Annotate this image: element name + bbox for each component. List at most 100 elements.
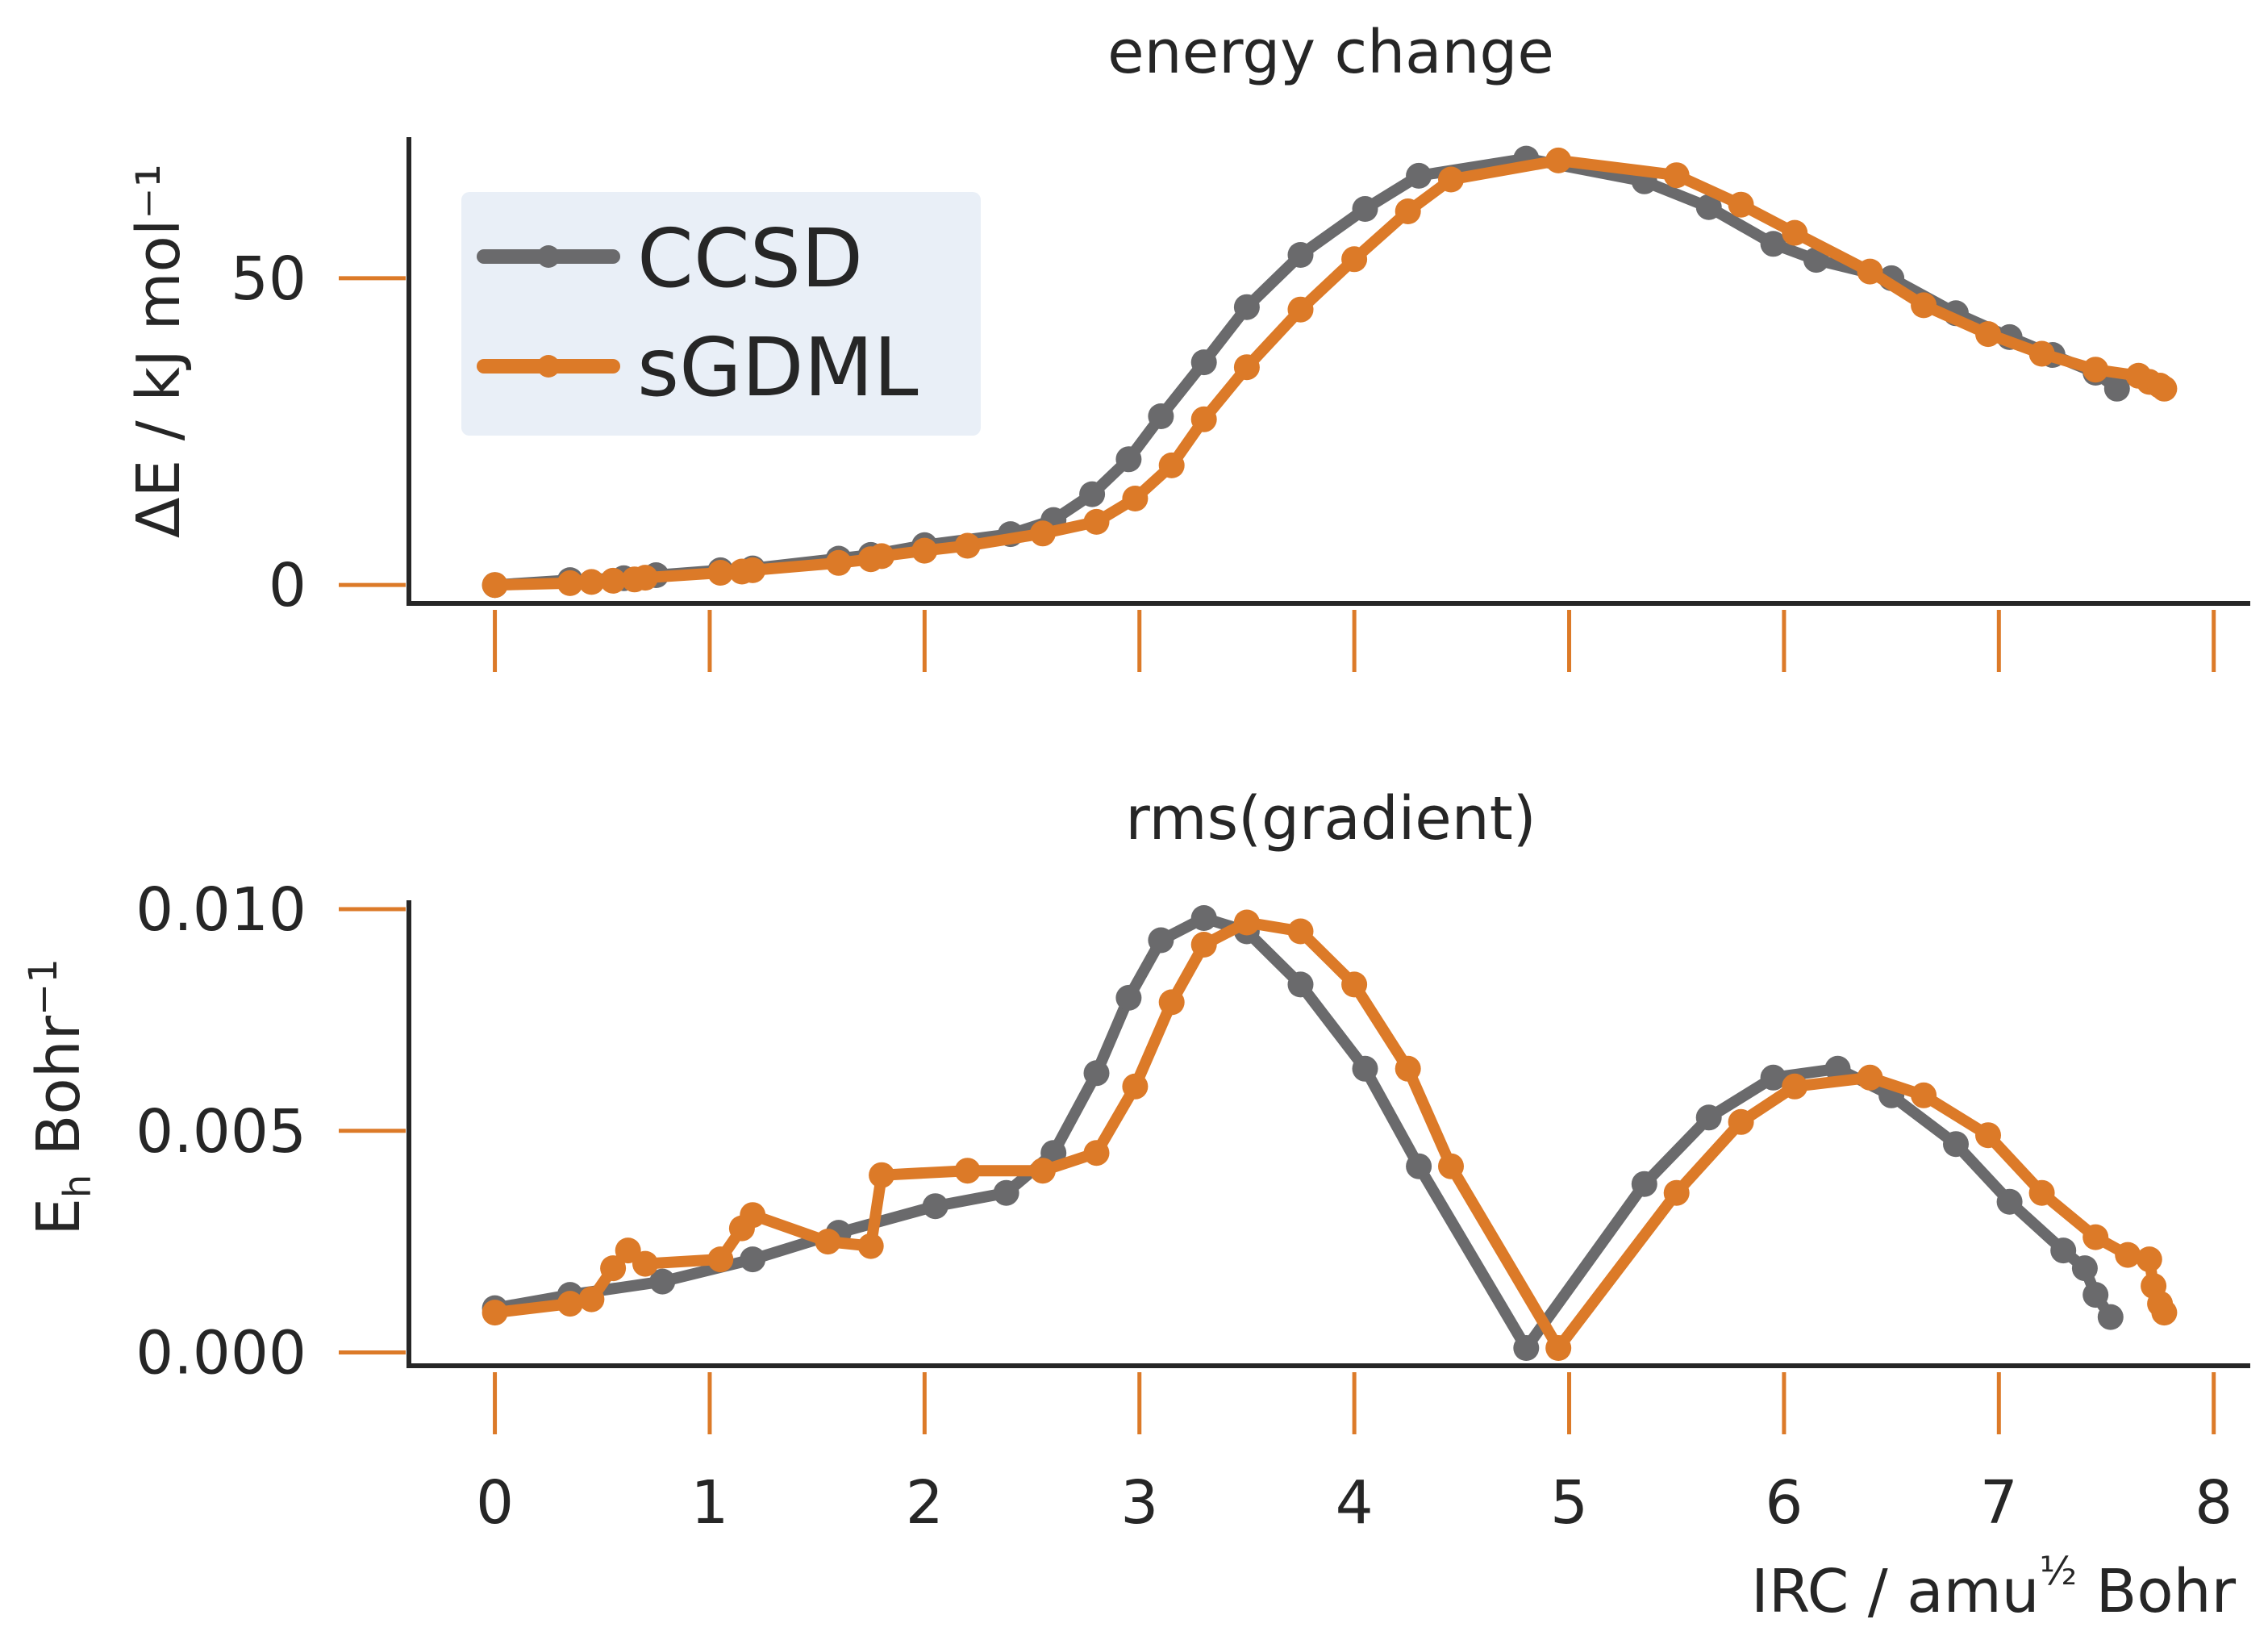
energy-ytick-label: 0 [269, 551, 306, 620]
gradient-xtick-label: 2 [906, 1468, 944, 1538]
gradient-ytick-label: 0.005 [135, 1097, 306, 1166]
energy-sgdml-point [2082, 357, 2109, 383]
energy-sgdml-point [1122, 486, 1149, 511]
gradient-ccsd-point [1996, 1188, 2023, 1215]
energy-ccsd-point [1695, 194, 1722, 220]
legend-ccsd-marker [537, 245, 560, 268]
gradient-ccsd-point [922, 1193, 948, 1220]
gradient-ccsd-point [649, 1268, 676, 1295]
energy-sgdml-point [1782, 219, 1808, 246]
gradient-ccsd-point [1631, 1171, 1657, 1197]
gradient-sgdml-point [1287, 918, 1314, 945]
gradient-sgdml-point [632, 1250, 658, 1277]
gradient-ccsd-point [1287, 971, 1314, 998]
energy-ccsd-point [1115, 446, 1142, 473]
energy-ccsd-point [1233, 294, 1260, 320]
gradient-series [482, 905, 2178, 1361]
gradient-sgdml-line [489, 916, 2170, 1354]
energy-sgdml-point [1158, 452, 1185, 478]
energy-sgdml-point [1287, 296, 1314, 323]
gradient-sgdml-point [707, 1246, 734, 1273]
gradient-sgdml-point [2151, 1300, 2178, 1326]
gradient-sgdml-point [857, 1233, 884, 1259]
energy-chart-title: energy change [1107, 18, 1554, 87]
gradient-ccsd-line [489, 912, 2116, 1354]
energy-sgdml-point [869, 543, 895, 570]
gradient-sgdml-point [1545, 1335, 1572, 1361]
gradient-ccsd-point [2097, 1304, 2124, 1330]
energy-sgdml-point [2028, 340, 2055, 367]
legend: CCSD sGDML [461, 192, 981, 436]
gradient-xtick-label: 0 [476, 1468, 514, 1538]
energy-ccsd-point [1148, 403, 1174, 429]
gradient-sgdml-point [1158, 989, 1185, 1016]
energy-ytick-label: 50 [231, 244, 306, 314]
gradient-ccsd-point [1513, 1335, 1540, 1361]
gradient-ccsd-point [1190, 905, 1217, 931]
energy-sgdml-point [1663, 162, 1690, 189]
gradient-ytick-label: 0.000 [135, 1319, 306, 1388]
gradient-ccsd-point [2050, 1237, 2077, 1264]
legend-ccsd-label: CCSD [637, 211, 863, 306]
gradient-sgdml-point [2136, 1246, 2162, 1273]
energy-sgdml-point [578, 569, 605, 595]
gradient-sgdml-point [482, 1300, 508, 1326]
energy-ccsd-point [1352, 196, 1378, 222]
gradient-ccsd-point [2071, 1255, 2098, 1282]
gradient-sgdml-point [1122, 1073, 1149, 1100]
gradient-sgdml-point [1975, 1122, 2001, 1149]
energy-sgdml-point [1911, 292, 1937, 319]
gradient-sgdml-point [1663, 1179, 1690, 1206]
gradient-xtick-label: 3 [1120, 1468, 1158, 1538]
gradient-xtick-label: 4 [1336, 1468, 1374, 1538]
gradient-ccsd-point [2082, 1282, 2109, 1308]
gradient-sgdml-point [815, 1229, 841, 1255]
gradient-sgdml-point [600, 1255, 627, 1282]
gradient-sgdml-point [1782, 1073, 1808, 1100]
gradient-xtick-label: 5 [1550, 1468, 1588, 1538]
gradient-ccsd-point [740, 1246, 766, 1273]
energy-series [482, 145, 2178, 599]
gradient-sgdml-point [1395, 1055, 1421, 1082]
legend-sgdml-marker [537, 355, 560, 378]
energy-chart: energy change ΔE / kJ mol⁻¹ 0 50 CCSD sGD… [124, 18, 2250, 672]
energy-sgdml-point [911, 537, 938, 564]
gradient-ylabel: Eh Bohr−1 [21, 958, 99, 1236]
gradient-ccsd-point [1148, 927, 1174, 954]
gradient-xtick-label: 8 [2195, 1468, 2233, 1538]
energy-sgdml-point [954, 532, 981, 559]
gradient-xtick-label: 1 [690, 1468, 728, 1538]
gradient-chart-title: rms(gradient) [1125, 784, 1536, 853]
energy-ccsd-point [1406, 162, 1432, 189]
gradient-ccsd-point [993, 1179, 1019, 1206]
energy-sgdml-point [482, 572, 508, 599]
gradient-sgdml-point [740, 1202, 766, 1229]
gradient-sgdml-point [2082, 1224, 2109, 1250]
energy-sgdml-point [1857, 258, 1883, 285]
gradient-sgdml-point [557, 1291, 583, 1317]
gradient-ccsd-point [1760, 1064, 1786, 1091]
gradient-xtick-label: 7 [1980, 1468, 2018, 1538]
energy-sgdml-point [2151, 375, 2178, 402]
energy-sgdml-point [1975, 321, 2001, 348]
gradient-ccsd-point [1352, 1055, 1378, 1082]
energy-sgdml-point [825, 549, 852, 576]
energy-sgdml-point [632, 565, 658, 591]
energy-ticks: 0 50 [231, 244, 2216, 672]
gradient-ccsd-point [1115, 984, 1142, 1011]
gradient-ccsd-point [1943, 1131, 1969, 1158]
gradient-sgdml-point [1911, 1082, 1937, 1108]
gradient-sgdml-point [954, 1158, 981, 1184]
gradient-sgdml-point [1341, 971, 1368, 998]
gradient-ccsd-point [1083, 1060, 1110, 1087]
energy-sgdml-point [557, 570, 583, 596]
energy-sgdml-point [1395, 198, 1421, 224]
energy-ylabel: ΔE / kJ mol⁻¹ [124, 164, 194, 538]
energy-sgdml-point [1190, 406, 1217, 432]
gradient-sgdml-point [1029, 1158, 1056, 1184]
energy-sgdml-point [1083, 508, 1110, 535]
gradient-sgdml-point [869, 1162, 895, 1188]
gradient-sgdml-point [578, 1286, 605, 1313]
gradient-ccsd-point [1695, 1104, 1722, 1131]
